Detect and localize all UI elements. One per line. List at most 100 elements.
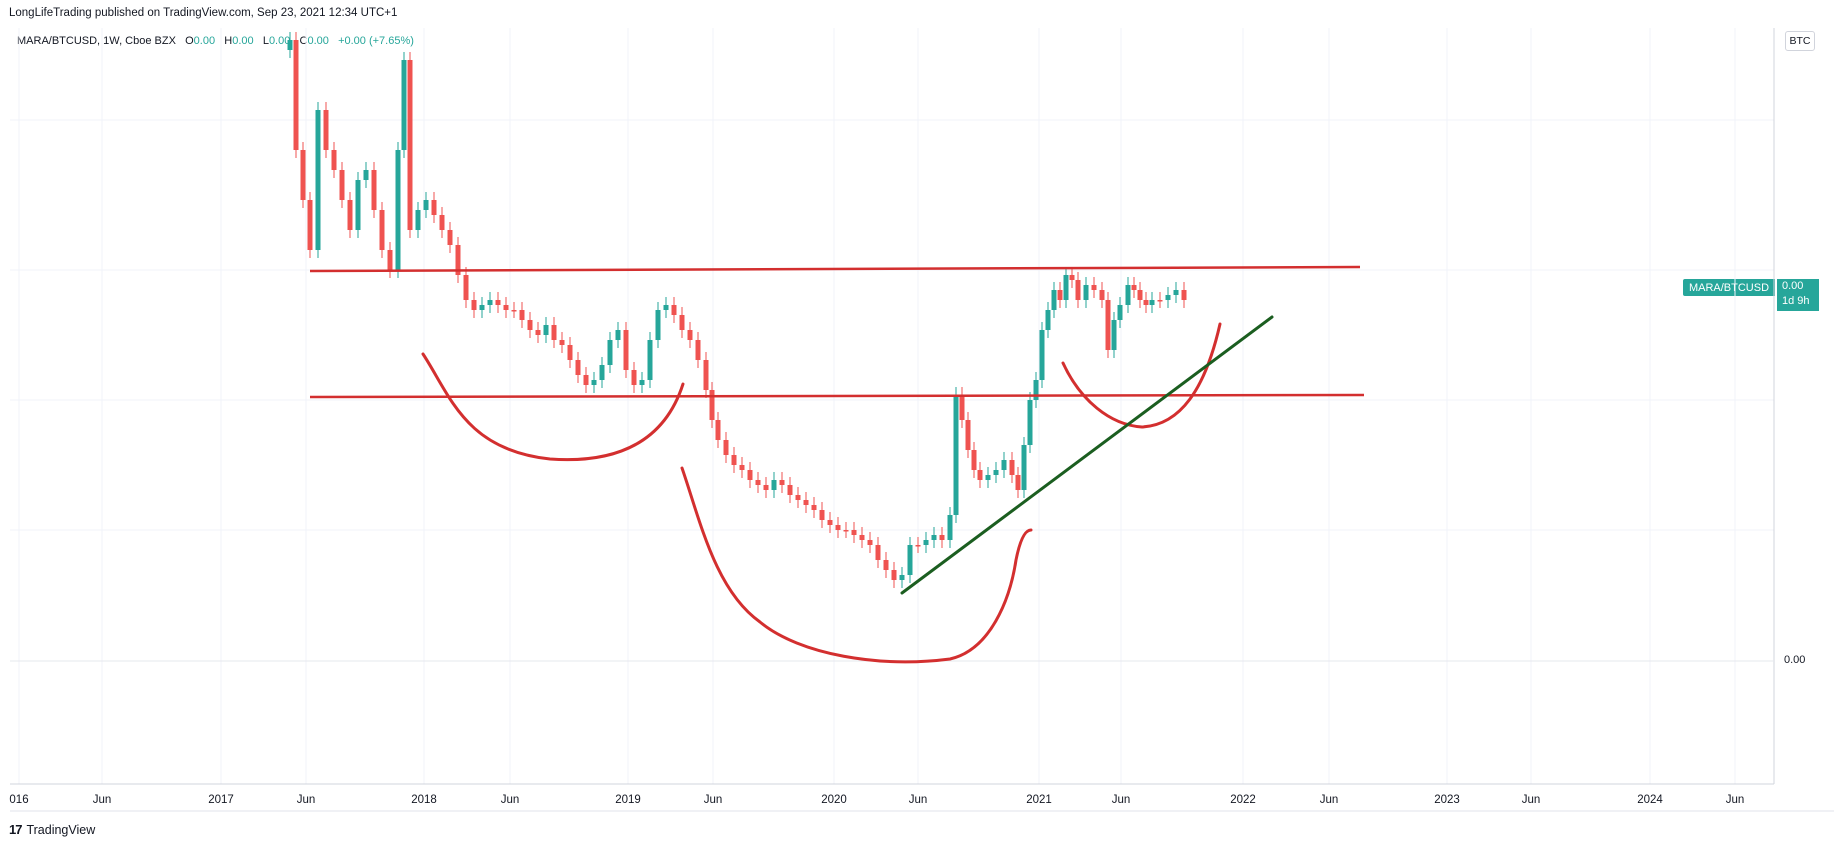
- candle-body: [615, 330, 621, 340]
- candle-body: [1001, 460, 1007, 470]
- candle-body: [559, 340, 565, 345]
- candle-body: [511, 310, 517, 312]
- candle-body: [679, 315, 685, 330]
- candle-body: [891, 570, 897, 580]
- low-value: 0.00: [268, 35, 291, 47]
- candle-body: [631, 370, 637, 385]
- time-tick-label: 2019: [615, 794, 641, 806]
- candle-body: [771, 480, 777, 490]
- candle-body: [915, 545, 921, 547]
- candle-body: [1173, 290, 1179, 295]
- candle-body: [947, 515, 953, 540]
- candle-body: [607, 340, 613, 365]
- high-value: 0.00: [232, 35, 254, 47]
- candle-body: [883, 560, 889, 570]
- candle-body: [407, 60, 413, 230]
- candle-body: [739, 465, 745, 470]
- candle-body: [723, 440, 729, 455]
- time-tick-label: Jun: [1112, 794, 1131, 806]
- price-zero-label: 0.00: [1784, 654, 1806, 666]
- candle-body: [1069, 275, 1075, 280]
- candle-body: [899, 575, 905, 580]
- candle-body: [387, 250, 393, 270]
- candle-body: [965, 420, 971, 450]
- candle-body: [1165, 295, 1171, 300]
- time-tick-label: 2023: [1434, 794, 1460, 806]
- currency-badge[interactable]: BTC: [1785, 31, 1815, 51]
- candle-body: [300, 150, 306, 200]
- high-label: H: [224, 35, 233, 47]
- candle-body: [447, 230, 453, 245]
- candle-body: [339, 170, 345, 200]
- candle-body: [487, 300, 493, 305]
- candle-body: [1143, 300, 1149, 305]
- candle-body: [851, 530, 857, 535]
- candle-body: [977, 470, 983, 480]
- candle-body: [415, 210, 421, 230]
- open-label: O: [185, 35, 194, 47]
- candle-body: [747, 470, 753, 480]
- candle-body: [819, 510, 825, 520]
- candle-body: [423, 200, 429, 210]
- time-tick-label: Jun: [501, 794, 520, 806]
- candle-body: [1105, 300, 1111, 350]
- candle-body: [795, 495, 801, 500]
- time-axis-ticks: 016 Jun 2017 Jun 2018 Jun 2019 Jun 2020 Jun 2021 Ju…: [9, 794, 1744, 806]
- time-tick-label: 2022: [1230, 794, 1256, 806]
- candle-body: [347, 200, 353, 230]
- tradingview-logo-icon[interactable]: 17: [9, 822, 23, 837]
- candle-body: [703, 360, 709, 390]
- time-tick-label: Jun: [909, 794, 928, 806]
- right-cup-curve: [1061, 322, 1222, 429]
- last-price-symbol: MARA/BTCUSD: [1683, 279, 1775, 296]
- candle-body: [1125, 285, 1131, 305]
- candle-body: [779, 480, 785, 485]
- candle-body: [355, 180, 361, 230]
- candle-body: [923, 540, 929, 545]
- candle-body: [543, 325, 549, 335]
- legend: MARA/BTCUSD, 1W, Cboe BZX O0.00 H0.00 L0…: [17, 35, 414, 47]
- time-tick-label: Jun: [93, 794, 112, 806]
- brand-name[interactable]: TradingView: [26, 822, 96, 837]
- resistance-line: [309, 265, 1361, 273]
- candle-body: [1091, 285, 1097, 290]
- candle-body: [787, 485, 793, 495]
- left-cup-curve: [421, 352, 685, 462]
- trend-line: [900, 315, 1274, 595]
- candle-body: [859, 535, 865, 540]
- candle-body: [1117, 305, 1123, 320]
- candle-body: [993, 470, 999, 475]
- candle-body: [323, 110, 329, 150]
- symbol-label[interactable]: MARA/BTCUSD, 1W, Cboe BZX: [17, 35, 176, 47]
- candle-body: [695, 340, 701, 360]
- last-price-tag: 0.00 1d 9h: [1777, 279, 1819, 311]
- candle-body: [1137, 290, 1143, 300]
- time-tick-label: 2024: [1637, 794, 1663, 806]
- candle-body: [1111, 320, 1117, 350]
- change-value: +0.00 (+7.65%): [338, 35, 414, 47]
- time-tick-label: Jun: [1726, 794, 1745, 806]
- candles: [287, 32, 1187, 588]
- time-tick-label: Jun: [297, 794, 316, 806]
- candle-body: [663, 305, 669, 310]
- close-value: 0.00: [307, 35, 329, 47]
- time-tick-label: 2017: [208, 794, 234, 806]
- time-tick-label: 2021: [1026, 794, 1052, 806]
- candle-body: [479, 305, 485, 310]
- candle-body: [503, 305, 509, 310]
- candle-body: [1063, 275, 1069, 300]
- candle-body: [401, 60, 407, 150]
- candle-body: [971, 450, 977, 470]
- candle-body: [647, 340, 653, 380]
- candle-body: [395, 150, 401, 270]
- candle-body: [1083, 285, 1089, 300]
- time-tick-label: 016: [9, 794, 28, 806]
- candle-body: [959, 395, 965, 420]
- candle-body: [439, 215, 445, 230]
- candle-body: [471, 300, 477, 310]
- candle-body: [535, 330, 541, 335]
- candle-body: [1033, 380, 1039, 400]
- candle-body: [715, 420, 721, 440]
- candle-body: [953, 395, 959, 515]
